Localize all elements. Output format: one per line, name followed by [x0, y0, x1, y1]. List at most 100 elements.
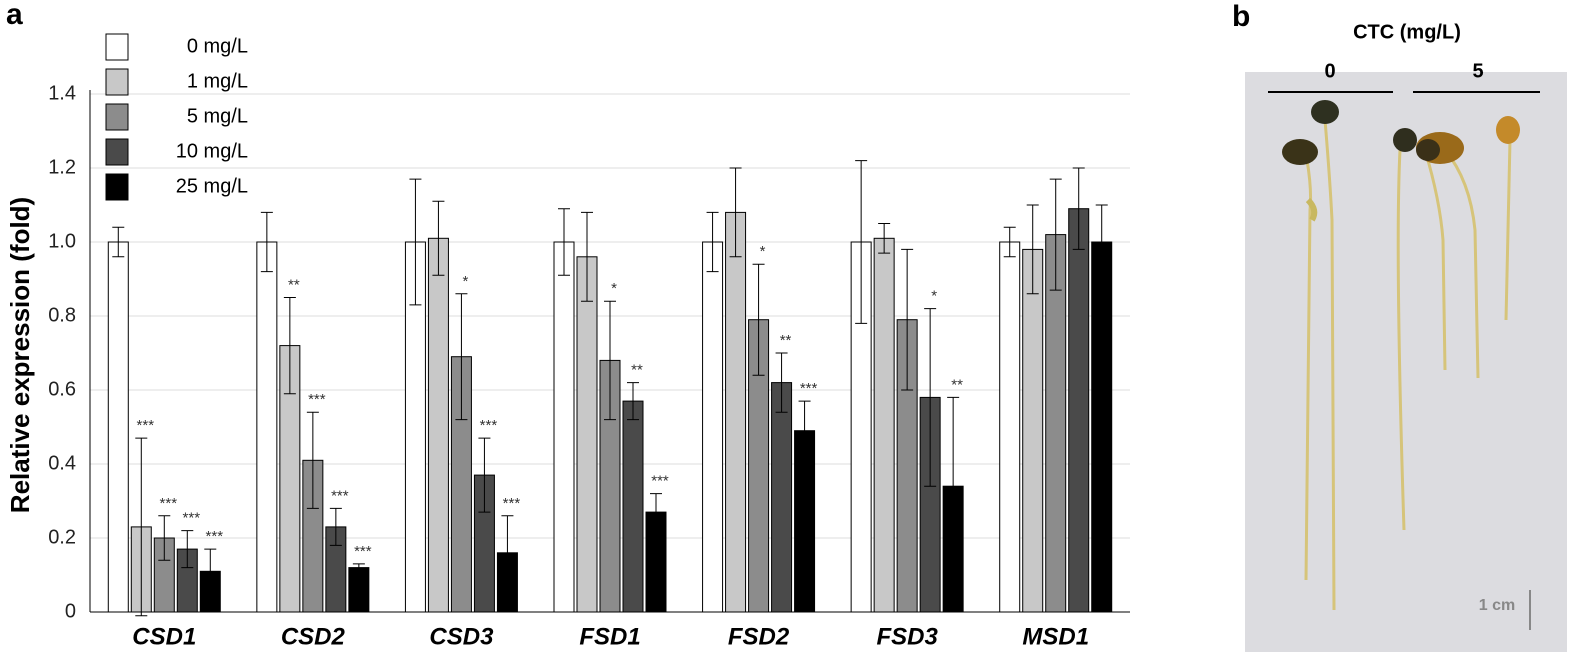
bar [771, 382, 793, 613]
panel-label: a [6, 0, 23, 31]
error-bar [204, 548, 217, 594]
x-tick-label: CSD1 [132, 623, 196, 650]
bar [1045, 234, 1067, 613]
legend-swatch [105, 173, 129, 201]
error-bar [158, 515, 171, 561]
error-bar [855, 160, 868, 324]
group-label: 0 [1324, 60, 1335, 82]
seedling-leaves [1282, 100, 1520, 222]
significance-label: *** [160, 495, 178, 512]
photo-background [1245, 72, 1567, 652]
significance-label: *** [137, 417, 155, 434]
y-tick-label: 0.6 [48, 378, 76, 400]
y-tick-label: 0.4 [48, 452, 76, 474]
bar [348, 567, 370, 613]
significance-label: *** [800, 380, 818, 397]
bar [1068, 208, 1090, 613]
error-bar [1026, 204, 1039, 295]
error-bar [775, 352, 788, 413]
y-tick-label: 1.2 [48, 156, 76, 178]
y-tick-label: 0 [65, 600, 76, 622]
error-bar [924, 308, 937, 487]
legend-swatch [105, 33, 129, 61]
error-bar [283, 297, 296, 395]
error-bar [432, 200, 445, 276]
error-bar [260, 211, 273, 273]
significance-label: *** [480, 417, 498, 434]
error-bar [729, 167, 742, 258]
significance-label: ** [780, 332, 792, 349]
error-bar [1049, 178, 1062, 291]
scale-label: 1 cm [1479, 597, 1515, 614]
legend-swatch [105, 68, 129, 96]
x-tick-label: CSD3 [429, 623, 494, 650]
significance-label: *** [503, 495, 521, 512]
significance-label: *** [651, 473, 669, 490]
x-tick-label: CSD2 [281, 623, 346, 650]
x-tick-label: FSD2 [728, 623, 790, 650]
bar [702, 241, 724, 613]
error-bar [455, 293, 468, 421]
bar [427, 237, 449, 613]
significance-label: ** [951, 376, 963, 393]
bar [576, 256, 598, 613]
error-bar [112, 226, 125, 258]
significance-label: *** [331, 487, 349, 504]
legend-swatch [105, 103, 129, 131]
error-bar [947, 396, 960, 576]
error-bar [1095, 204, 1108, 280]
error-bar [558, 208, 570, 276]
error-bar [135, 437, 148, 617]
legend-label: 5 mg/L [187, 105, 248, 127]
y-tick-label: 1.0 [48, 230, 76, 252]
error-bar [650, 493, 662, 532]
bar [873, 237, 895, 613]
significance-label: * [611, 280, 617, 297]
error-bar [604, 300, 616, 421]
error-bar [706, 211, 719, 273]
bar [107, 241, 129, 613]
panel-label: b [1232, 0, 1250, 33]
x-tick-label: MSD1 [1022, 623, 1089, 650]
error-bar [581, 211, 593, 302]
error-bar [901, 248, 914, 391]
error-bar [181, 530, 194, 569]
significance-label: ** [288, 276, 300, 293]
y-tick-label: 0.2 [48, 526, 76, 548]
legend-label: 0 mg/L [187, 35, 248, 57]
bar [1091, 241, 1113, 613]
seedling-stems [1304, 119, 1512, 611]
group-label: 5 [1472, 60, 1483, 82]
legend-label: 10 mg/L [176, 140, 248, 162]
error-bar [752, 263, 765, 376]
error-bar [306, 411, 319, 509]
bar [553, 241, 575, 613]
significance-label: *** [354, 543, 372, 560]
error-bar [501, 515, 514, 591]
x-tick-label: FSD1 [579, 623, 640, 650]
error-bar [627, 382, 639, 421]
photo-panel: b CTC (mg/L) 0 5 1 cm [1232, 0, 1567, 652]
significance-label: *** [308, 391, 326, 408]
photo-title: CTC (mg/L) [1353, 21, 1461, 43]
significance-label: * [463, 273, 469, 290]
significance-label: * [760, 243, 766, 260]
significance-label: * [931, 288, 937, 305]
significance-label: ** [631, 362, 643, 379]
legend-label: 1 mg/L [187, 70, 248, 92]
x-tick-label: FSD3 [876, 623, 938, 650]
bar [725, 211, 747, 613]
significance-label: *** [206, 528, 224, 545]
legend-swatch [105, 138, 129, 166]
legend-label: 25 mg/L [176, 175, 248, 197]
bar [999, 241, 1021, 613]
error-bar [329, 507, 342, 546]
error-bar [478, 437, 491, 513]
error-bar [798, 400, 811, 461]
y-axis-label: Relative expression (fold) [5, 197, 35, 513]
bar [256, 241, 278, 613]
y-tick-label: 0.8 [48, 304, 76, 326]
error-bar [409, 178, 422, 306]
